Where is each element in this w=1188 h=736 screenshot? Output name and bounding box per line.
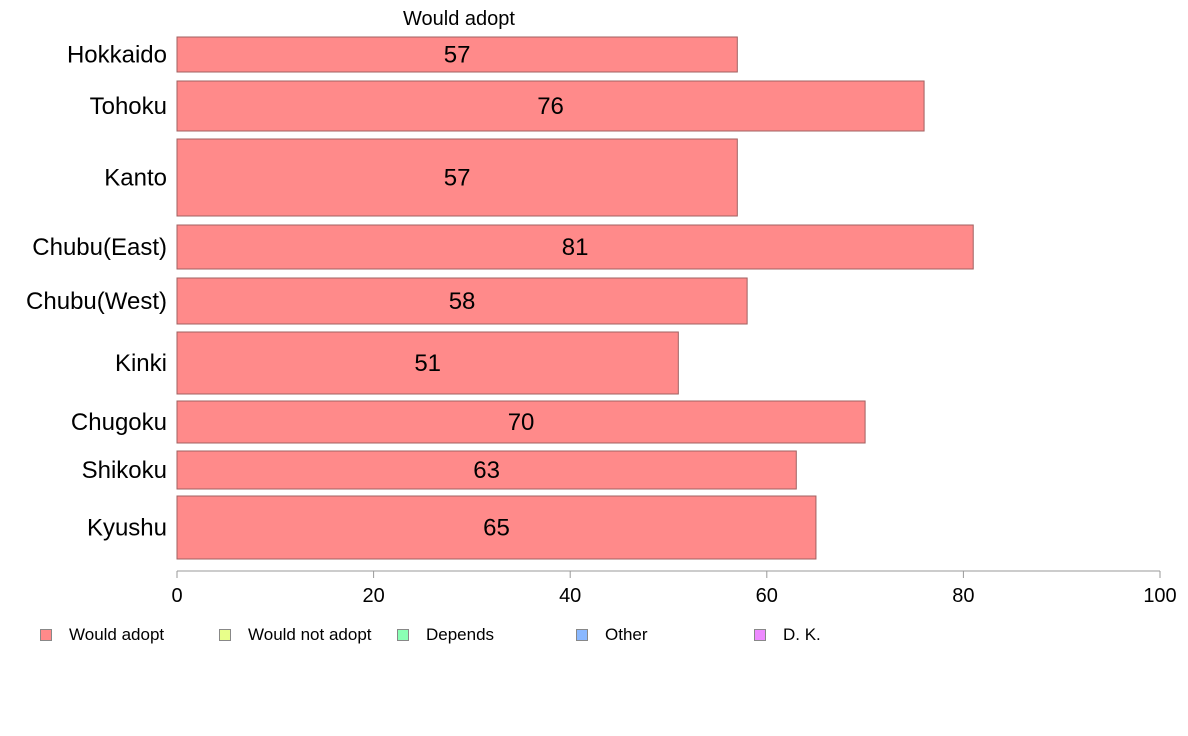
data-label: 51 [414,350,441,377]
data-label: 65 [483,515,510,542]
legend-item: Other [576,624,648,646]
data-label: 57 [444,42,471,69]
bar-kyushu [176,495,817,560]
legend: Would adopt Would not adopt Depends Other D.… [0,624,1188,646]
legend-swatch [397,629,409,641]
legend-item: Would adopt [40,624,164,646]
category-label: Chubu(East) [32,234,167,261]
x-axis: 0 20 40 60 80 100 [171,570,1177,607]
category-label: Hokkaido [67,42,167,69]
bar-chugoku [176,400,866,444]
bar-tohoku [176,80,925,132]
legend-swatch [576,629,588,641]
legend-label: Would adopt [69,625,165,644]
legend-swatch [219,629,231,641]
x-tick-label: 20 [362,585,384,607]
bar-hokkaido [176,36,738,73]
category-label: Kyushu [87,515,167,542]
legend-label: Depends [426,625,495,644]
bar-chubu-west [176,277,748,325]
category-label: Shikoku [82,457,167,484]
category-label: Kanto [104,165,167,192]
category-label: Kinki [115,350,167,377]
data-label: 58 [449,288,476,315]
bar-chubu-east [176,224,974,270]
bar-kinki [176,331,679,395]
legend-item: D. K. [754,624,821,646]
legend-item: Depends [397,624,494,646]
bars-group: Hokkaido 57 Tohoku 76 Kanto 57 Chubu(East) 81 Ch… [26,36,974,560]
category-label: Tohoku [90,93,167,120]
x-tick-label: 60 [756,585,778,607]
data-label: 57 [444,165,471,192]
chart-title: Would adopt [403,8,515,30]
data-label: 81 [562,234,589,261]
legend-item: Would not adopt [219,624,372,646]
legend-swatch [754,629,766,641]
x-tick-label: 40 [559,585,581,607]
data-label: 63 [473,457,500,484]
category-label: Chubu(West) [26,288,167,315]
x-tick-label: 80 [952,585,974,607]
bar-kanto [176,138,738,217]
bar-shikoku [176,450,797,490]
data-label: 76 [537,93,564,120]
category-label: Chugoku [71,409,167,436]
x-tick-label: 0 [171,585,182,607]
legend-swatch [40,629,52,641]
data-label: 70 [508,409,535,436]
legend-label: Would not adopt [248,625,372,644]
legend-label: D. K. [783,625,821,644]
x-tick-label: 100 [1143,585,1176,607]
legend-label: Other [605,625,648,644]
